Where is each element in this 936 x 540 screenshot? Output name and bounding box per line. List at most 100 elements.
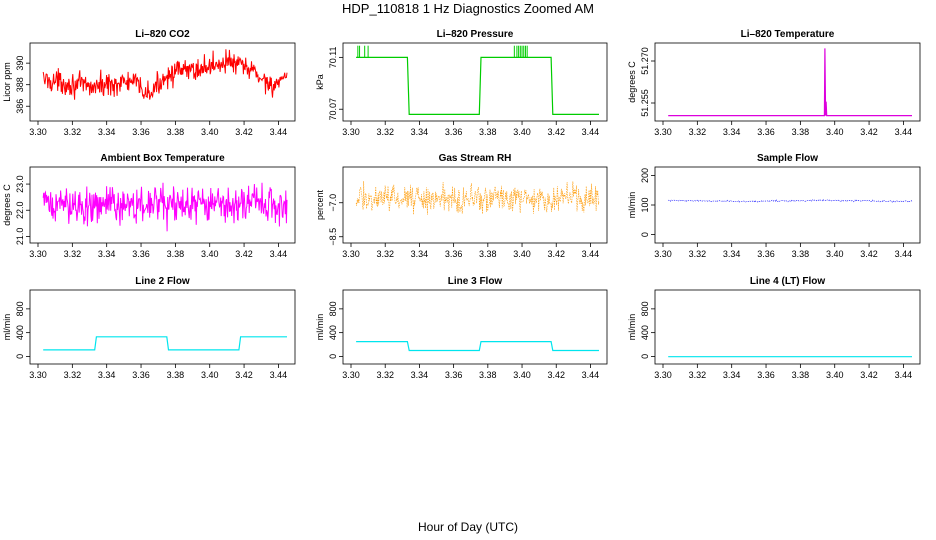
panel-6: Sample Flow ml/min 0 100 200 3.30 3.32 3.34 3.36…: [627, 153, 921, 259]
x-tick-label: 3.30: [342, 249, 360, 259]
x-tick-label: 3.34: [723, 127, 741, 137]
y-axis-label: percent: [315, 189, 325, 220]
x-tick-label: 3.34: [98, 249, 116, 259]
plot-frame: [342, 166, 608, 244]
panel-4: Ambient Box Temperature degrees C21.0 22.0…: [2, 153, 296, 259]
y-axis-label: ml/min: [627, 314, 637, 341]
x-tick-label: 3.36: [445, 370, 463, 380]
x-tick-label: 3.40: [513, 249, 531, 259]
panel-title: Gas Stream RH: [439, 153, 512, 164]
x-tick-label: 3.38: [167, 127, 185, 137]
x-tick-label: 3.42: [860, 249, 878, 259]
x-tick-label: 3.30: [342, 127, 360, 137]
x-tick-label: 3.32: [64, 370, 82, 380]
y-tick-label: 400: [640, 325, 650, 340]
data-series-points: [667, 199, 913, 204]
y-tick-label: 0: [328, 354, 338, 359]
x-tick-label: 3.34: [411, 127, 429, 137]
x-tick-label: 3.32: [376, 249, 394, 259]
x-tick-label: 3.36: [445, 127, 463, 137]
y-tick-label: 51.270: [640, 47, 650, 75]
figure-x-axis-label: Hour of Day (UTC): [418, 520, 518, 534]
x-tick-label: 3.44: [270, 370, 288, 380]
plot-frame: [654, 42, 921, 122]
x-tick-label: 3.32: [689, 370, 707, 380]
x-tick-label: 3.32: [64, 127, 82, 137]
x-tick-label: 3.36: [132, 127, 150, 137]
x-tick-label: 3.32: [64, 249, 82, 259]
x-tick-label: 3.38: [792, 370, 810, 380]
y-axis-label: ml/min: [627, 192, 637, 219]
y-tick-label: 200: [640, 168, 650, 183]
x-tick-label: 3.40: [826, 127, 844, 137]
x-tick-label: 3.34: [411, 370, 429, 380]
x-tick-label: 3.36: [445, 249, 463, 259]
x-tick-label: 3.30: [654, 370, 672, 380]
panel-title: Line 3 Flow: [448, 276, 503, 287]
y-tick-label: 800: [15, 301, 25, 316]
x-tick-label: 3.42: [235, 370, 253, 380]
plot-frame: [654, 166, 921, 244]
y-tick-label: 386: [15, 99, 25, 114]
y-tick-label: 0: [640, 354, 650, 359]
x-tick-label: 3.40: [201, 249, 219, 259]
x-tick-label: 3.38: [479, 370, 497, 380]
plot-frame: [342, 289, 608, 365]
y-tick-label: 390: [15, 56, 25, 71]
x-tick-label: 3.44: [895, 127, 913, 137]
data-series-line: [42, 182, 288, 232]
x-tick-label: 3.38: [167, 370, 185, 380]
x-tick-label: 3.42: [547, 370, 565, 380]
x-tick-label: 3.44: [895, 249, 913, 259]
x-tick-label: 3.32: [376, 127, 394, 137]
x-tick-label: 3.32: [689, 249, 707, 259]
x-tick-label: 3.36: [757, 127, 775, 137]
y-tick-label: −8.5: [328, 228, 338, 246]
x-tick-label: 3.32: [689, 127, 707, 137]
x-tick-label: 3.34: [723, 249, 741, 259]
y-tick-label: 70.11: [328, 46, 338, 68]
figure-title: HDP_110818 1 Hz Diagnostics Zoomed AM: [342, 1, 594, 16]
x-tick-label: 3.36: [132, 249, 150, 259]
data-series-line: [42, 49, 288, 100]
x-tick-label: 3.38: [792, 249, 810, 259]
y-tick-label: 100: [640, 197, 650, 212]
data-series-line: [43, 336, 287, 351]
x-tick-label: 3.34: [723, 370, 741, 380]
panel-7: Line 2 Flow ml/min 0 400 800 3.30 3.32 3.34 3.36…: [2, 276, 296, 380]
y-axis-label: kPa: [315, 74, 325, 90]
plot-frame: [342, 42, 608, 122]
x-tick-label: 3.40: [513, 370, 531, 380]
x-tick-label: 3.30: [29, 370, 47, 380]
y-tick-label: 70.07: [328, 98, 338, 121]
y-tick-label: 800: [328, 301, 338, 316]
x-tick-label: 3.44: [270, 127, 288, 137]
panel-title: Li–820 Temperature: [741, 29, 835, 40]
y-tick-label: 23.0: [15, 175, 25, 193]
x-tick-label: 3.42: [547, 249, 565, 259]
panel-title: Line 2 Flow: [135, 276, 190, 287]
x-tick-label: 3.42: [235, 127, 253, 137]
data-series-line: [356, 341, 599, 352]
panel-title: Sample Flow: [757, 153, 818, 164]
y-tick-label: 800: [640, 301, 650, 316]
x-tick-label: 3.44: [895, 370, 913, 380]
y-tick-label: 51.255: [640, 89, 650, 117]
x-tick-label: 3.40: [826, 249, 844, 259]
x-tick-label: 3.34: [98, 127, 116, 137]
x-tick-label: 3.42: [860, 127, 878, 137]
x-tick-label: 3.40: [826, 370, 844, 380]
y-tick-label: −7.0: [328, 194, 338, 212]
x-tick-label: 3.34: [98, 370, 116, 380]
x-tick-label: 3.34: [411, 249, 429, 259]
x-tick-label: 3.30: [29, 127, 47, 137]
x-tick-label: 3.36: [757, 249, 775, 259]
x-tick-label: 3.30: [342, 370, 360, 380]
x-tick-label: 3.42: [547, 127, 565, 137]
y-tick-label: 21.0: [15, 228, 25, 246]
panel-title: Li–820 Pressure: [437, 29, 514, 40]
x-tick-label: 3.32: [376, 370, 394, 380]
y-tick-label: 388: [15, 77, 25, 92]
